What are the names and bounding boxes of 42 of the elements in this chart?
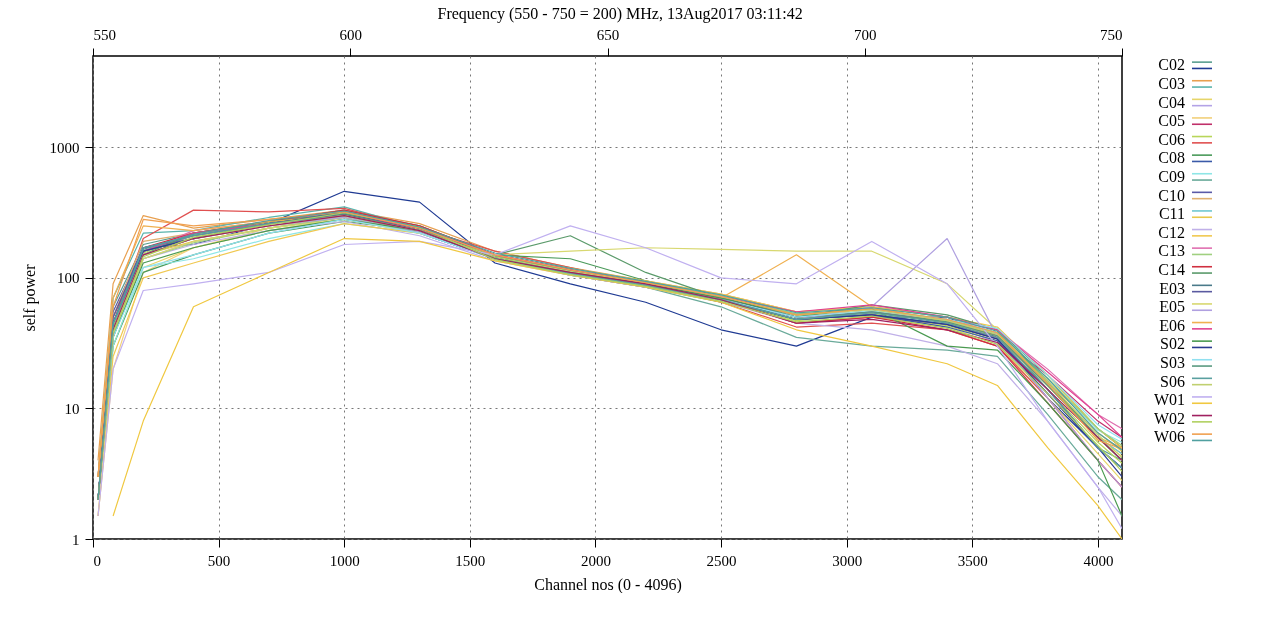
x2-tick-label: 750 <box>1100 26 1123 43</box>
y-tick-label: 1000 <box>49 139 80 156</box>
legend-label: C09 <box>1158 167 1185 185</box>
legend-label: C10 <box>1158 186 1185 204</box>
x-tick-label: 2500 <box>706 552 737 569</box>
legend-label: C12 <box>1158 223 1185 241</box>
x-tick-label: 1000 <box>329 552 360 569</box>
x-tick-label: 3000 <box>832 552 863 569</box>
legend-label: S02 <box>1160 335 1185 353</box>
legend-label: C05 <box>1158 112 1185 130</box>
x-tick-label: 3500 <box>957 552 988 569</box>
x-tick-label: 1500 <box>455 552 486 569</box>
y-tick-label: 10 <box>64 400 80 417</box>
legend-label: C02 <box>1158 56 1185 74</box>
x-tick-label: 4000 <box>1083 552 1114 569</box>
x2-tick-label: 700 <box>854 26 877 43</box>
y-axis-title: self power <box>20 263 39 332</box>
x2-tick-label: 650 <box>596 26 620 43</box>
x2-tick-label: 550 <box>93 26 116 43</box>
y-tick-label: 100 <box>57 270 80 287</box>
legend-label: W02 <box>1153 409 1185 427</box>
x-tick-label: 500 <box>207 552 231 569</box>
y-tick-label: 1 <box>72 531 80 548</box>
legend-label: C03 <box>1158 74 1185 92</box>
x2-tick-label: 600 <box>339 26 362 43</box>
legend-label: S06 <box>1160 372 1185 390</box>
legend-label: C11 <box>1158 205 1185 223</box>
legend-label: E05 <box>1159 298 1185 316</box>
legend-label: C13 <box>1158 242 1185 260</box>
legend-label: E06 <box>1159 316 1185 334</box>
x-tick-label: 0 <box>93 552 101 569</box>
legend-label: C08 <box>1158 149 1185 167</box>
legend-label: C14 <box>1158 260 1185 278</box>
x-axis-title: Channel nos (0 - 4096) <box>534 575 682 594</box>
legend-label: S03 <box>1160 353 1185 371</box>
legend-label: W01 <box>1153 391 1185 409</box>
x-tick-label: 2000 <box>580 552 611 569</box>
legend-label: E03 <box>1159 279 1185 297</box>
chart-title: Frequency (550 - 750 = 200) MHz, 13Aug2017 03:11:42 <box>437 5 803 24</box>
legend-label: W06 <box>1153 428 1185 446</box>
legend-label: C04 <box>1158 93 1185 111</box>
legend-label: C06 <box>1158 130 1185 148</box>
